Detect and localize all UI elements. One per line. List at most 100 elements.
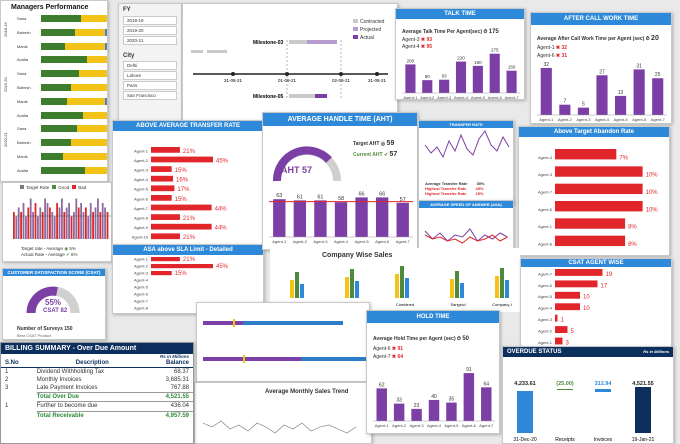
bar	[85, 207, 87, 239]
bar	[53, 216, 56, 239]
sales-bar	[500, 268, 504, 298]
bar-category-label: Agent-5	[134, 187, 149, 192]
timeline-bar	[307, 40, 337, 44]
flag-value: 31	[561, 53, 568, 59]
bar	[472, 65, 483, 93]
bar-category-label: Agent-3	[313, 239, 328, 244]
monthly-trend-line	[202, 420, 357, 434]
sales-bar	[405, 278, 409, 298]
bar	[151, 166, 172, 172]
aht-target: Target AHT ◎ 59	[353, 140, 394, 147]
timeline-point	[231, 72, 235, 76]
overdue-bar	[595, 389, 611, 392]
bar-category-label: Agent-4	[427, 423, 442, 428]
manager-bar-segment	[105, 97, 107, 105]
bar	[46, 203, 49, 239]
clock-icon: ⏱	[645, 36, 650, 42]
bar-category-label: Agent-6	[632, 117, 647, 122]
bar-category-label: Agent-7	[134, 206, 149, 211]
bar-category-label: Agent-3	[538, 172, 553, 177]
fy-slicer-item[interactable]: 2019-20	[123, 26, 177, 35]
talk-time-target-text: Average Talk Time Per Agent(sec)	[402, 29, 483, 35]
city-slicer-item[interactable]: Delhi	[123, 61, 177, 70]
timeline-legend: Contracted Projected Actual	[353, 18, 384, 42]
bar	[355, 197, 368, 237]
manager-bar-segment	[67, 97, 105, 105]
billing-cell-desc: Dividend Withholding Tax	[36, 369, 105, 375]
billing-title: BILLING SUMMARY - Over Due Amount	[1, 343, 193, 354]
billing-cell-balance: 767.88	[170, 384, 189, 391]
transfer-stat-row: Highest Transfer Rate 25%	[425, 191, 484, 196]
bar-category-label: Agent-10	[132, 235, 149, 240]
billing-cell-balance: 3,685.31	[165, 377, 189, 383]
bar-value-label: 93	[442, 74, 448, 79]
flag-agent: Agent-4	[402, 44, 421, 50]
bar-category-label: Agent-1	[538, 224, 553, 229]
bar	[82, 212, 85, 239]
timeline-legend-item: Projected	[353, 26, 384, 34]
sales-bar	[505, 280, 509, 298]
bar	[63, 212, 66, 239]
fy-slicer-item[interactable]: 2018-19	[123, 16, 177, 25]
overdue-chart: 4,233.61 (25.00) 312.94 4,521.55 31-Dec-20 Re…	[513, 381, 654, 443]
manager-name: Sana	[17, 71, 27, 77]
bar	[151, 233, 180, 240]
bar-value-label: 15%	[175, 271, 188, 277]
city-slicer-item[interactable]: Lahore	[123, 71, 177, 80]
bar-category-label: Agent-5	[538, 294, 553, 299]
manager-bar-segment	[81, 15, 107, 22]
bar-value-label: 10	[583, 295, 590, 301]
city-slicer-item[interactable]: San Francisco	[123, 91, 177, 100]
csat-surveys: Number of Surveys 150	[17, 326, 73, 332]
legend-swatch	[52, 185, 57, 189]
bar-category-label: Agent-6	[462, 423, 477, 428]
bar-value-label: 27	[599, 69, 605, 75]
bar-value-label: 16%	[176, 178, 189, 184]
total-overdue-label: Total Over Due	[36, 391, 148, 402]
timeline-date: 31-08-21	[368, 78, 387, 83]
bar	[396, 202, 409, 237]
target-rate-legend: Target Rate Good Bad	[17, 185, 86, 190]
aht-target-value: 59	[386, 140, 395, 147]
bar-value-label: 33	[396, 398, 402, 404]
manager-name: Bahesh	[17, 85, 31, 90]
sales-bar	[395, 274, 399, 298]
bar-value-label: 25	[655, 72, 661, 78]
bar	[393, 403, 405, 421]
bar-category-label: Agent-6	[375, 239, 390, 244]
timeline-bar	[289, 40, 307, 44]
bar	[506, 70, 517, 93]
bar-category-label: Agent-7	[134, 299, 149, 304]
bar-category-label: Agent-1	[403, 95, 418, 100]
bar-category-label: Agent-3	[134, 167, 149, 172]
transfer-stat-label: Highest Transfer Rate	[425, 191, 468, 196]
bar	[411, 408, 422, 421]
bar	[49, 207, 51, 239]
manager-year-label: 2020-21	[3, 132, 8, 147]
manager-bar-segment	[107, 139, 108, 146]
overdue-value-label: (25.00)	[556, 381, 574, 387]
legend-swatch	[353, 27, 358, 31]
bar	[89, 203, 92, 239]
legend-label: Bad	[78, 185, 87, 190]
manager-name: Bahesh	[17, 140, 31, 146]
manager-bar-segment	[87, 56, 107, 64]
asa-chart: Agent-1 21% Agent-2 45% Agent-3 15% Agent-4 Age…	[134, 257, 229, 311]
sales-group-label: Sangrod	[450, 302, 465, 307]
fy-slicer-item[interactable]: 2020-21	[123, 36, 177, 45]
city-slicer-item[interactable]: Paris	[123, 81, 177, 90]
bar	[428, 399, 440, 421]
flag-value: 32	[561, 45, 568, 51]
bar	[555, 235, 626, 247]
bar	[87, 216, 90, 239]
spacer-cell	[1, 411, 37, 420]
billing-summary-panel: BILLING SUMMARY - Over Due Amount Rs in …	[0, 342, 194, 444]
overdue-value-label: 4,521.55	[632, 381, 653, 387]
manager-bar-segment	[41, 97, 67, 105]
bar-value-label: 21%	[183, 149, 196, 155]
bar	[151, 257, 180, 262]
aht-current-label: Current AHT	[353, 152, 383, 158]
timeline-bar	[191, 50, 203, 53]
hold-time-chart: 62 Agent-1 33 Agent-2 23 Agent-3 40 Agent-4 35 Ag…	[373, 367, 495, 428]
billing-cell-desc: Late Payment Invoices	[36, 384, 98, 391]
